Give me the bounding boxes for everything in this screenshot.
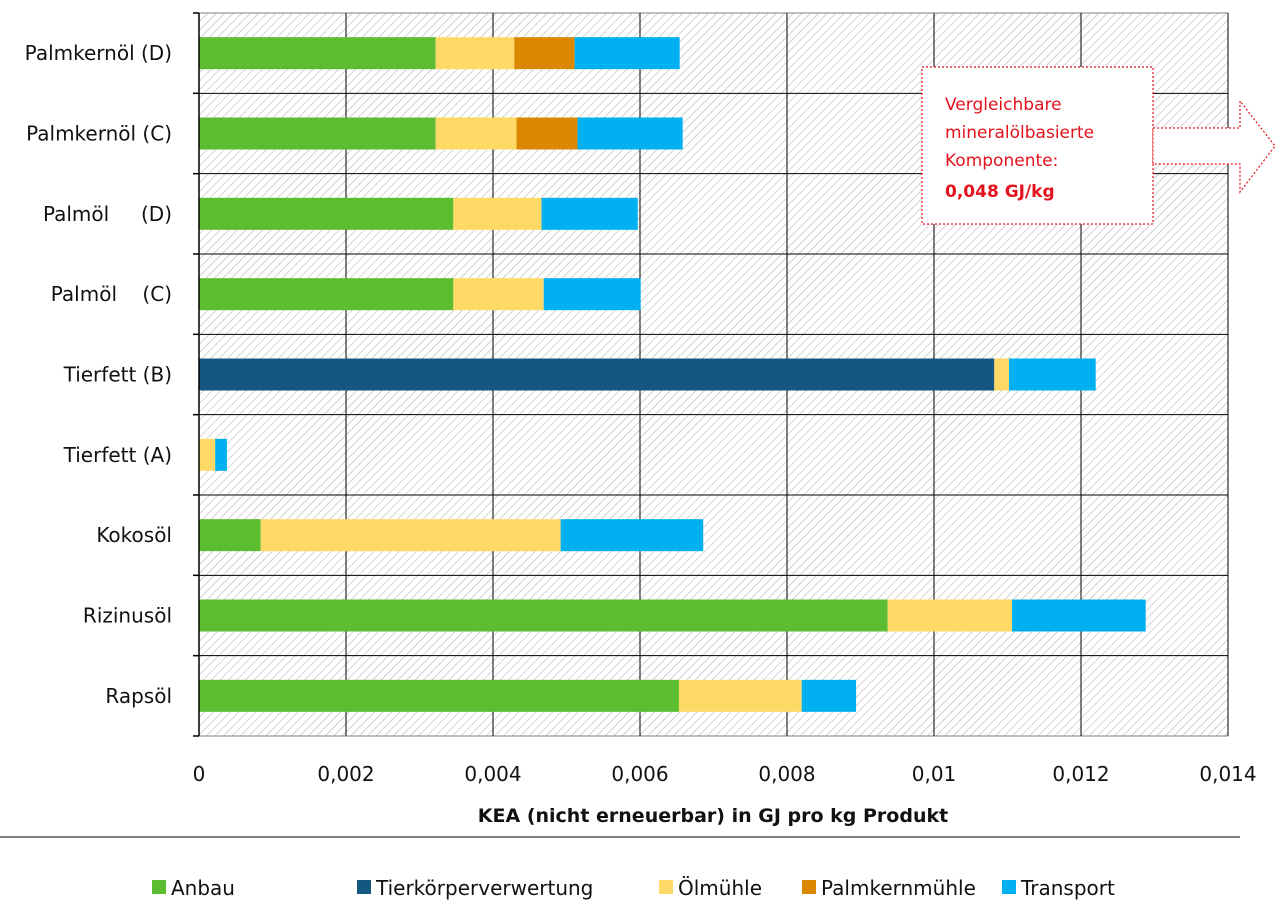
bar-segment	[199, 37, 436, 69]
bar-segment	[514, 37, 574, 69]
bar-segment	[436, 37, 515, 69]
bar-segment	[561, 519, 704, 551]
bar-segment	[453, 198, 541, 230]
category-label: Kokosöl	[96, 523, 172, 547]
bar-segment	[199, 198, 453, 230]
bar-segment	[199, 439, 215, 471]
x-tick-label: 0,012	[1052, 762, 1109, 786]
bar-segment	[542, 198, 638, 230]
category-label: Tierfett (B)	[63, 363, 172, 387]
x-tick-label: 0,006	[611, 762, 668, 786]
bar-segment	[888, 600, 1012, 632]
callout-value: 0,048 GJ/kg	[945, 182, 1055, 202]
category-label: Tierfett (A)	[63, 443, 172, 467]
legend-swatch	[1002, 880, 1016, 894]
bar-segment	[1012, 600, 1146, 632]
bar-segment	[802, 680, 856, 712]
legend-label: Ölmühle	[678, 876, 762, 900]
bar-segment	[544, 278, 641, 310]
bar-segment	[453, 278, 543, 310]
x-tick-labels: 0 0,002 0,004 0,006 0,008 0,01 0,012 0,014	[193, 762, 1257, 786]
bar-segment	[215, 439, 227, 471]
legend-item: Anbau	[152, 876, 235, 900]
legend-swatch	[357, 880, 371, 894]
bar-segment	[199, 600, 888, 632]
bar-segment	[679, 680, 802, 712]
bar-segment	[517, 118, 578, 150]
x-tick-label: 0,014	[1199, 762, 1256, 786]
legend-item: Tierkörperverwertung	[357, 876, 593, 900]
bar-segment	[575, 37, 680, 69]
x-tick-label: 0,008	[758, 762, 815, 786]
x-axis-title: KEA (nicht erneuerbar) in GJ pro kg Prod…	[478, 805, 948, 827]
category-labels: Palmkernöl (D) Palmkernöl (C) Palmöl (D) Pa…	[25, 41, 172, 708]
legend-label: Tierkörperverwertung	[375, 876, 593, 900]
x-tick-label: 0,01	[912, 762, 957, 786]
legend-swatch	[659, 880, 673, 894]
bar-segment	[199, 118, 436, 150]
category-label: Palmöl (C)	[51, 282, 172, 306]
legend-label: Anbau	[171, 876, 235, 900]
legend-swatch	[152, 880, 166, 894]
x-tick-label: 0	[193, 762, 206, 786]
bar-segment	[578, 118, 683, 150]
bar-segment	[436, 118, 517, 150]
callout-line-3: Komponente:	[945, 151, 1058, 171]
category-label: Rapsöl	[105, 684, 172, 708]
bar-segment	[994, 359, 1009, 391]
legend-item: Transport	[1002, 876, 1115, 900]
category-label: Palmkernöl (C)	[26, 122, 172, 146]
legend-item: Ölmühle	[659, 876, 762, 900]
bar-segment	[199, 359, 994, 391]
bar-segment	[199, 278, 453, 310]
bar-segment	[1009, 359, 1096, 391]
legend-item: Palmkernmühle	[802, 876, 976, 900]
callout-line-2: mineralölbasierte	[945, 123, 1094, 143]
legend-swatch	[802, 880, 816, 894]
bar-segment	[199, 680, 679, 712]
x-tick-label: 0,004	[464, 762, 521, 786]
legend: Anbau Tierkörperverwertung Ölmühle Palmkern…	[152, 876, 1115, 900]
legend-label: Transport	[1020, 876, 1115, 900]
category-label: Rizinusöl	[83, 604, 172, 628]
category-label: Palmkernöl (D)	[25, 41, 172, 65]
category-label: Palmöl (D)	[43, 202, 172, 226]
y-tick-marks	[193, 13, 199, 736]
bar-segment	[199, 519, 261, 551]
callout-line-1: Vergleichbare	[945, 95, 1062, 115]
bar-segment	[261, 519, 561, 551]
x-tick-label: 0,002	[317, 762, 374, 786]
legend-label: Palmkernmühle	[821, 876, 976, 900]
